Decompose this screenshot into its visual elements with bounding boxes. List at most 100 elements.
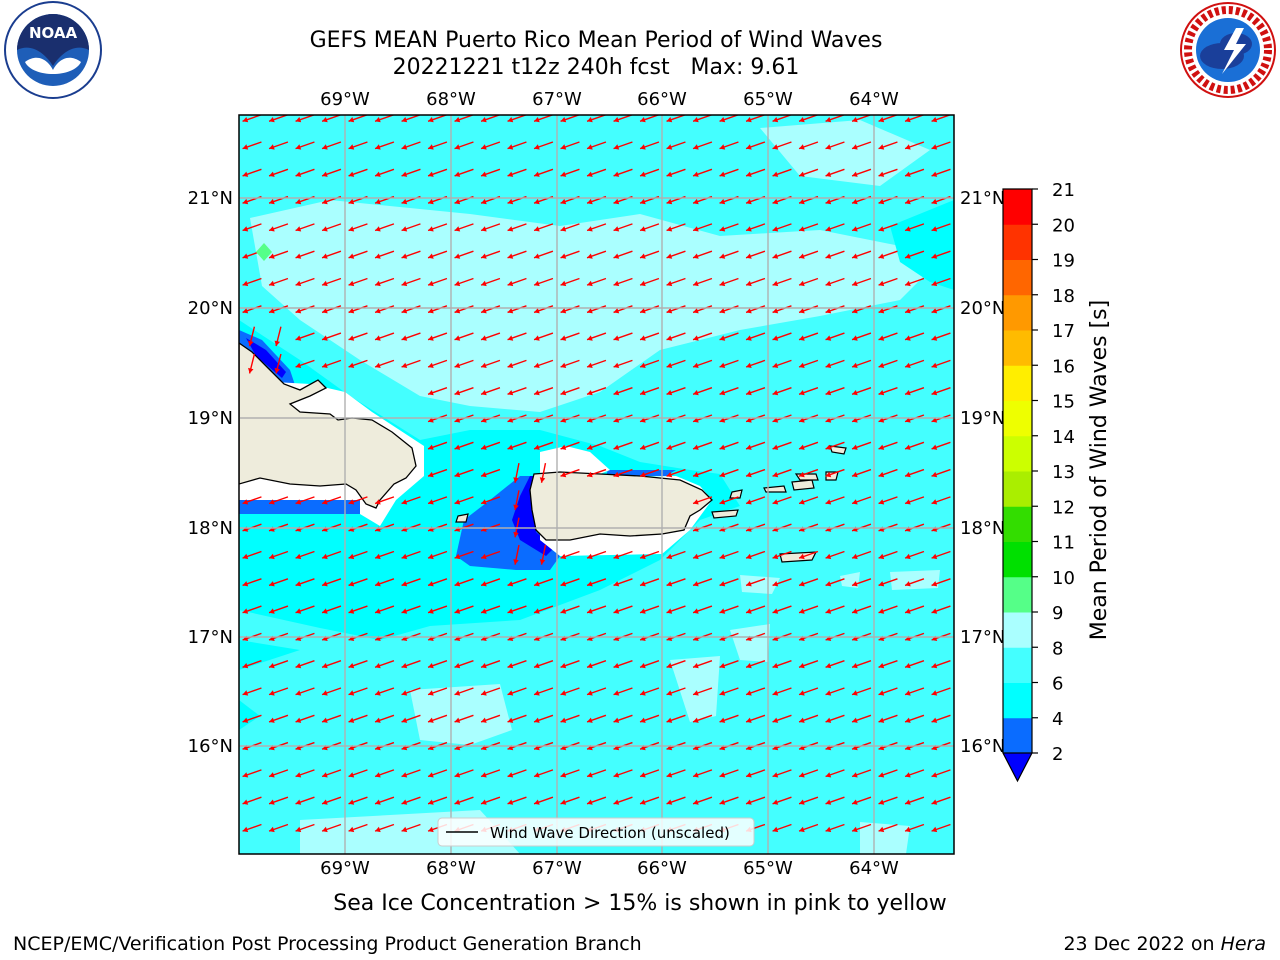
wind-direction-arrow xyxy=(878,769,898,778)
wind-direction-arrow xyxy=(533,769,554,778)
wind-direction-arrow xyxy=(745,687,766,696)
wind-direction-arrow xyxy=(904,468,925,478)
wind-direction-arrow xyxy=(745,769,766,778)
wind-direction-arrow xyxy=(639,550,660,560)
wind-direction-arrow xyxy=(772,141,792,150)
wind-direction-arrow xyxy=(613,332,633,341)
wind-direction-arrow xyxy=(904,277,925,287)
wind-direction-arrow xyxy=(825,550,845,560)
wind-direction-arrow xyxy=(507,714,527,723)
wind-direction-arrow xyxy=(904,441,925,450)
colorbar-segment xyxy=(1003,647,1032,683)
wind-direction-arrow xyxy=(613,660,633,669)
wind-direction-arrow xyxy=(772,305,792,314)
wind-direction-arrow xyxy=(772,605,792,614)
wind-direction-arrow xyxy=(772,223,792,232)
wind-direction-arrow xyxy=(851,250,872,259)
wind-direction-arrow xyxy=(639,605,660,614)
wind-direction-arrow xyxy=(242,769,262,778)
wind-direction-arrow xyxy=(825,250,845,259)
wind-direction-arrow xyxy=(798,387,819,396)
wind-direction-arrow xyxy=(454,115,474,123)
wind-direction-arrow xyxy=(427,496,448,505)
wind-direction-arrow xyxy=(507,223,527,232)
wind-direction-arrow xyxy=(454,496,474,505)
wind-direction-arrow xyxy=(666,168,686,177)
wind-direction-arrow xyxy=(586,277,607,287)
wind-direction-arrow xyxy=(454,168,474,177)
wind-direction-arrow xyxy=(374,359,395,368)
wind-direction-arrow xyxy=(480,387,501,396)
wind-direction-arrow xyxy=(586,141,607,150)
wind-direction-arrow xyxy=(533,796,554,805)
wind-direction-arrow xyxy=(401,141,421,150)
wind-direction-arrow xyxy=(719,796,739,805)
colorbar-segment xyxy=(1003,682,1032,719)
wind-direction-arrow xyxy=(719,660,739,669)
sea-ice-note: Sea Ice Concentration > 15% is shown in … xyxy=(333,891,947,916)
wind-direction-arrow xyxy=(719,223,739,232)
wind-direction-arrow xyxy=(851,277,872,287)
wind-direction-arrow xyxy=(639,687,660,696)
wind-direction-arrow xyxy=(480,550,501,560)
colorbar-tick-label: 19 xyxy=(1052,251,1075,272)
wind-direction-arrow xyxy=(878,550,898,560)
wind-direction-arrow xyxy=(348,115,368,123)
wind-direction-arrow xyxy=(692,605,713,614)
wind-direction-arrow xyxy=(427,441,448,450)
colorbar-tick-label: 12 xyxy=(1052,497,1075,518)
wind-direction-arrow xyxy=(613,769,633,778)
wind-direction-arrow xyxy=(639,168,660,177)
wind-direction-arrow xyxy=(533,660,554,669)
wind-direction-arrow xyxy=(480,441,501,450)
lon-tick-label-bottom: 67°W xyxy=(532,858,582,879)
wind-direction-arrow xyxy=(321,660,342,669)
wind-direction-arrow xyxy=(613,277,633,287)
wind-direction-arrow xyxy=(586,441,607,450)
wind-direction-arrow xyxy=(586,714,607,723)
nws-logo-icon xyxy=(1180,2,1276,98)
wind-direction-arrow xyxy=(507,687,527,696)
wind-direction-arrow xyxy=(513,462,520,483)
wind-direction-arrow xyxy=(692,769,713,778)
wind-direction-arrow xyxy=(586,769,607,778)
wind-direction-arrow xyxy=(613,441,633,450)
wind-direction-arrow xyxy=(851,305,872,314)
wind-direction-arrow xyxy=(401,605,421,614)
wind-direction-arrow xyxy=(348,687,368,696)
wind-direction-arrow xyxy=(427,277,448,287)
wind-direction-arrow xyxy=(904,115,925,123)
wind-direction-arrow xyxy=(268,769,289,778)
wind-direction-arrow xyxy=(348,141,368,150)
wind-direction-arrow xyxy=(539,462,547,483)
wind-direction-arrow xyxy=(719,441,739,450)
wind-direction-arrow xyxy=(878,141,898,150)
wind-direction-arrow xyxy=(295,769,315,778)
wind-direction-arrow xyxy=(878,468,898,478)
wind-direction-arrow xyxy=(613,468,633,478)
wind-direction-arrow xyxy=(480,796,501,805)
wind-direction-arrow xyxy=(560,714,580,723)
map-legend: Wind Wave Direction (unscaled) xyxy=(437,817,755,847)
wind-direction-arrow xyxy=(295,823,315,833)
wind-direction-arrow xyxy=(427,468,448,478)
wind-direction-arrow xyxy=(427,168,448,177)
wind-direction-arrow xyxy=(454,468,474,478)
wind-direction-arrow xyxy=(242,550,262,560)
wind-direction-arrow xyxy=(295,496,315,505)
wind-direction-arrow xyxy=(745,796,766,805)
footer-machine: Hera xyxy=(1220,933,1266,955)
wind-direction-arrow xyxy=(268,550,289,560)
wind-direction-arrow xyxy=(533,359,554,368)
wind-direction-arrow xyxy=(666,359,686,368)
wind-direction-arrow xyxy=(825,578,845,587)
wind-direction-arrow xyxy=(666,441,686,450)
wind-direction-arrow xyxy=(401,714,421,723)
wind-direction-arrow xyxy=(798,687,819,696)
wind-direction-arrow xyxy=(904,550,925,560)
wind-direction-arrow xyxy=(904,250,925,259)
wind-direction-arrow xyxy=(851,660,872,669)
colorbar-segment xyxy=(1003,612,1032,648)
wind-direction-arrow xyxy=(507,115,527,123)
colorbar-tick-label: 2 xyxy=(1052,744,1063,765)
